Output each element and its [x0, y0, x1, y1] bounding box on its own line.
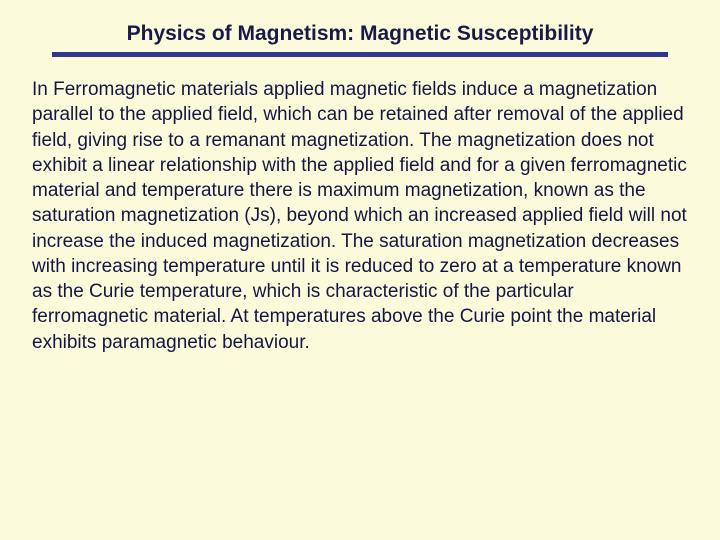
slide-body-text: In Ferromagnetic materials applied magne…	[30, 77, 690, 355]
title-rule-wrap	[30, 52, 690, 57]
slide-title: Physics of Magnetism: Magnetic Susceptib…	[30, 22, 690, 46]
title-rule	[52, 52, 668, 57]
slide: Physics of Magnetism: Magnetic Susceptib…	[0, 0, 720, 540]
